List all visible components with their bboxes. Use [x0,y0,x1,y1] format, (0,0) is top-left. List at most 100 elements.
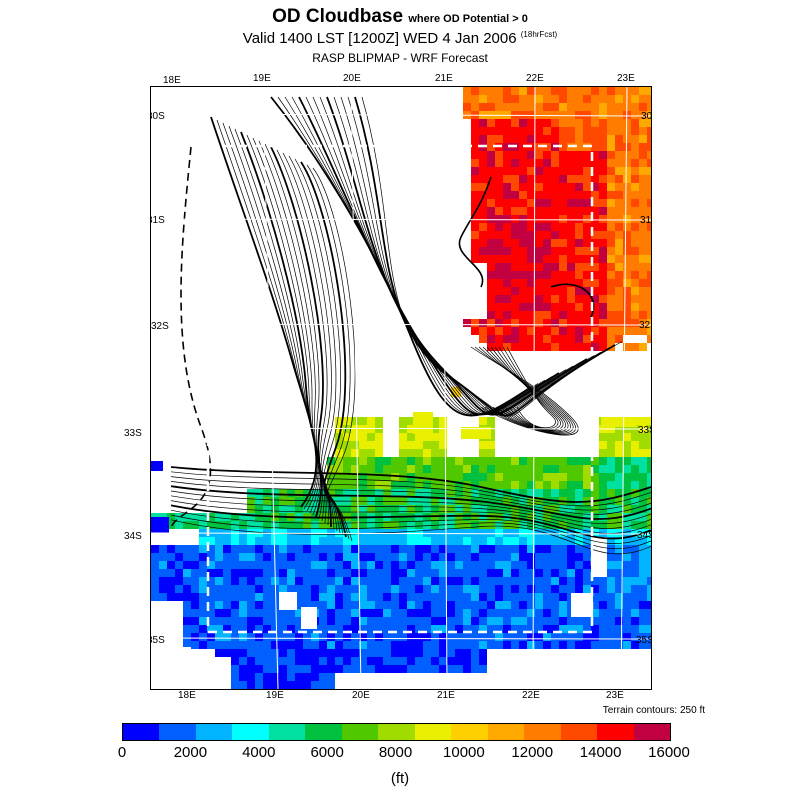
grid-line [262,87,279,689]
cloudbase-cell [183,521,191,529]
cloudbase-cell [527,521,535,529]
cloudbase-cell [495,167,503,175]
cloudbase-cell [223,625,231,633]
cloudbase-cell [559,231,567,239]
cloudbase-cell [639,561,647,569]
cloudbase-cell [551,601,559,609]
cloudbase-cell [343,657,351,665]
cloudbase-cell [487,601,495,609]
cloudbase-cell [343,569,351,577]
cloudbase-cell [519,127,527,135]
cloudbase-cell [191,577,199,585]
cloudbase-cell [543,303,551,311]
cloudbase-cell [479,335,487,343]
cloudbase-cell [399,505,407,513]
cloudbase-cell [583,561,591,569]
cloudbase-cell [559,95,567,103]
colorbar-swatch [633,724,671,740]
cloudbase-cell [575,287,583,295]
cloudbase-cell [495,529,503,537]
cloudbase-cell [487,127,495,135]
cloudbase-cell [359,641,367,649]
cloudbase-cell [551,183,559,191]
cloudbase-cell [631,561,639,569]
title-main-text: OD Cloudbase [272,6,404,27]
cloudbase-cell [543,625,551,633]
cloudbase-cell [431,433,439,441]
cloudbase-cell [583,625,591,633]
cloudbase-cell [223,577,231,585]
cloudbase-cell [511,617,519,625]
cloudbase-cell [487,207,495,215]
cloudbase-cell [151,585,159,593]
cloudbase-cell [567,319,575,327]
cloudbase-cell [575,143,583,151]
left-lat-label: 31S [151,215,165,226]
cloudbase-cell [319,633,327,641]
cloudbase-cell [239,665,247,673]
cloudbase-cell [647,417,651,425]
cloudbase-cell [431,481,439,489]
cloudbase-cell [631,601,639,609]
cloudbase-cell [511,343,519,351]
cloudbase-cell [471,215,479,223]
cloudbase-cell [639,601,647,609]
cloudbase-cell [583,95,591,103]
cloudbase-cell [327,585,335,593]
cloudbase-cell [151,545,159,553]
cloudbase-cell [479,593,487,601]
cloudbase-cell [527,175,535,183]
cloudbase-cell [527,279,535,287]
cloudbase-cell [407,641,415,649]
cloudbase-cell [511,95,519,103]
terrain-contour [300,161,347,538]
left-lat-label: 35S [151,635,165,646]
cloudbase-cell [607,633,615,641]
cloudbase-cell [199,633,207,641]
cloudbase-cell [511,633,519,641]
cloudbase-cell [279,489,287,497]
cloudbase-cell [239,593,247,601]
cloudbase-cell [591,87,599,95]
cloudbase-cell [551,247,559,255]
cloudbase-cell [367,505,375,513]
cloudbase-cell [407,625,415,633]
cloudbase-cell [247,505,255,513]
cloudbase-cell [167,545,175,553]
cloudbase-cell [247,561,255,569]
cloudbase-cell [551,95,559,103]
cloudbase-cell [527,255,535,263]
cloudbase-cell [399,593,407,601]
cloudbase-cell [375,577,383,585]
cloudbase-cell [495,255,503,263]
cloudbase-cell [247,593,255,601]
cloudbase-cell [431,649,439,657]
cloudbase-cell [295,569,303,577]
title-valid: Valid 1400 LST [1200Z] WED 4 Jan 2006 (1… [0,30,800,47]
cloudbase-cell [199,625,207,633]
cloudbase-cell [271,681,279,689]
cloudbase-cell [231,617,239,625]
cloudbase-cell [551,279,559,287]
cloudbase-cell [591,111,599,119]
cloudbase-cell [511,247,519,255]
cloudbase-cell [151,577,159,585]
cloudbase-cell [615,247,623,255]
cloudbase-cell [551,577,559,585]
cloudbase-cell [559,255,567,263]
cloudbase-cell [343,433,351,441]
cloudbase-cell [423,537,431,545]
cloudbase-cell [351,441,359,449]
cloudbase-cell [535,335,543,343]
cloudbase-cell [495,271,503,279]
cloudbase-cell [591,295,599,303]
cloudbase-cell [351,569,359,577]
cloudbase-cell [599,585,607,593]
cloudbase-cell [591,151,599,159]
cloudbase-cell [607,593,615,601]
cloudbase-cell [511,119,519,127]
cloudbase-cell [607,457,615,465]
cloudbase-cell [607,159,615,167]
cloudbase-cell [527,497,535,505]
cloudbase-cell [375,649,383,657]
